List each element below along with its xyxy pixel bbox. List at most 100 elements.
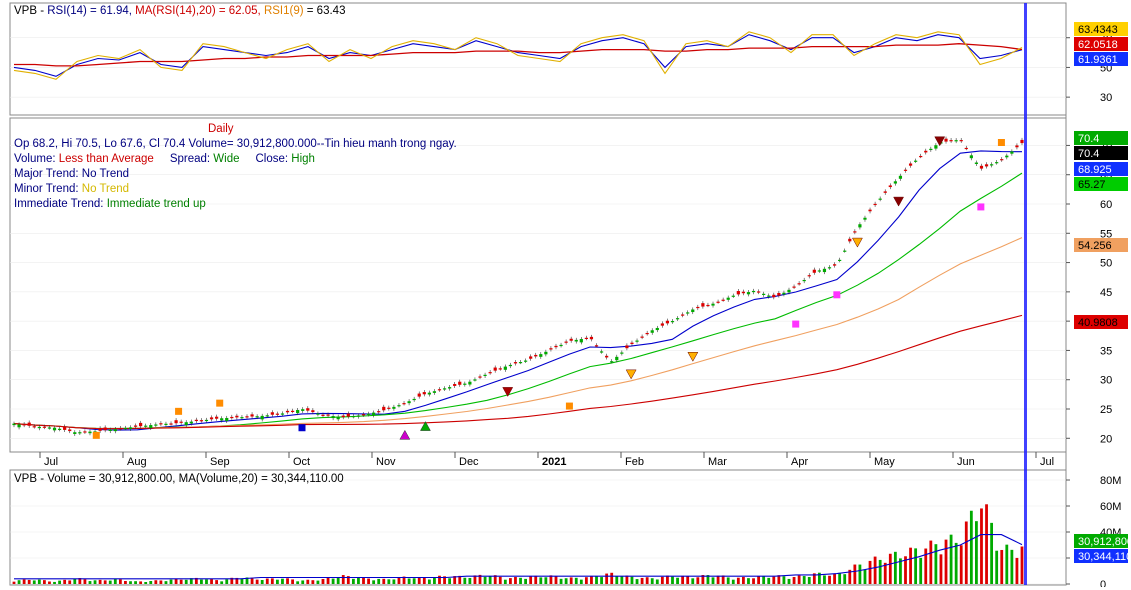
volume-bar [103, 580, 107, 584]
volume-bar [1020, 546, 1024, 584]
price-bar-body [144, 425, 148, 427]
price-bar-body [569, 338, 573, 341]
volume-bar [1015, 557, 1019, 584]
value-badge-label: 65.27 [1078, 179, 1106, 191]
volume-bar [985, 504, 988, 584]
price-bar-body [675, 318, 680, 320]
value-badge [1074, 549, 1128, 563]
volume-bar [635, 579, 639, 584]
value-badge-label: 54.256 [1078, 240, 1112, 252]
price-bar-body [255, 416, 259, 418]
value-badge-label: 40.9808 [1078, 317, 1118, 329]
price-bar-body [554, 345, 558, 348]
volume-bar [787, 578, 791, 584]
value-badge-label: 68.925 [1078, 164, 1112, 176]
price-bar-body [245, 416, 249, 418]
price-bar-body [640, 336, 644, 338]
volume-bar [605, 573, 609, 584]
price-bar-body [442, 388, 447, 390]
price-bar-body [539, 354, 543, 357]
volume-bar [569, 577, 573, 584]
price-bar-body [488, 372, 492, 374]
volume-bar [205, 579, 208, 584]
price-bar-body [366, 413, 371, 415]
volume-bar [225, 579, 229, 584]
axis-tick-label: 45 [1100, 287, 1112, 299]
volume-bar [671, 576, 674, 584]
price-bar-body [934, 145, 938, 149]
volume-bar [1010, 549, 1014, 584]
volume-bar [382, 578, 386, 584]
volume-bar [893, 551, 897, 584]
volume-bar [554, 576, 558, 584]
volume-bar [235, 577, 239, 584]
volume-bar [660, 576, 664, 584]
volume-ma-polyline [14, 534, 1023, 580]
price-bar-body [549, 348, 553, 350]
price-bar-body [498, 368, 502, 370]
volume-header: VPB - Volume = 30,912,800.00, MA(Volume,… [14, 473, 344, 485]
rsi-series-line [14, 43, 1023, 67]
volume-bar [990, 522, 994, 584]
price-bar-body [944, 138, 948, 142]
signal-square-marker [216, 399, 224, 407]
price-bar-body [741, 291, 746, 294]
price-bar-body [194, 419, 198, 422]
signal-down-triangle [934, 136, 946, 147]
volume-bar [108, 580, 112, 584]
price-bar-body [630, 342, 634, 345]
price-bar-body [331, 416, 335, 419]
price-bar-body [88, 431, 92, 434]
value-badge-label: 70.4 [1078, 148, 1099, 160]
price-bar-body [529, 356, 533, 359]
price-bar-body [858, 224, 862, 228]
price-bar-body [893, 181, 897, 184]
price-bar-body [458, 381, 462, 385]
volume-bar [645, 577, 649, 584]
volume-bar [1005, 544, 1009, 584]
volume-bar [509, 578, 512, 584]
price-bar-body [959, 140, 963, 142]
price-bar-body [736, 291, 740, 295]
axis-tick-label: 50 [1100, 258, 1112, 270]
price-bar-body [47, 427, 52, 429]
volume-bar [736, 577, 740, 584]
price-bar-body [42, 426, 46, 428]
value-badge [1074, 162, 1128, 176]
period-title: Daily [208, 123, 234, 135]
volume-bar [995, 550, 999, 584]
volume-bar [574, 577, 578, 584]
volume-panel-frame [9, 469, 1067, 586]
volume-bar [944, 539, 948, 584]
x-axis-label: Jun [957, 456, 975, 468]
volume-bar [154, 580, 158, 584]
volume-bar [595, 576, 598, 584]
price-bar-body [924, 150, 928, 153]
volume-ma-line [14, 534, 1023, 580]
x-axis-label: Jul [44, 456, 58, 468]
major-trend-row: Major Trend: No Trend [14, 167, 129, 182]
volume-bar [564, 578, 568, 584]
price-bar-body [620, 352, 624, 354]
x-axis-labels: Jul Aug Sep Oct Nov Dec 2021 Feb Mar Apr May Jun Jul [39, 452, 1054, 468]
price-bar-body [665, 320, 670, 324]
volume-bar [949, 534, 953, 584]
price-bar-body [468, 381, 472, 385]
price-bar-body [473, 379, 477, 381]
price-bar-body [290, 410, 295, 413]
price-bar-body [863, 217, 867, 220]
price-bar-body [27, 422, 31, 426]
close-value: High [291, 153, 315, 165]
rsi-series-line [13, 34, 1023, 77]
date-cursor[interactable] [1024, 3, 1027, 585]
price-bar-body [356, 415, 361, 417]
volume-bar [888, 553, 892, 584]
volume-bar [817, 572, 821, 584]
volume-bar [392, 579, 396, 584]
price-bar-body [969, 155, 973, 159]
price-bar-body [534, 354, 538, 357]
price-bar-body [635, 340, 639, 342]
signal-square-marker [977, 203, 985, 211]
volume-bar [129, 581, 132, 584]
